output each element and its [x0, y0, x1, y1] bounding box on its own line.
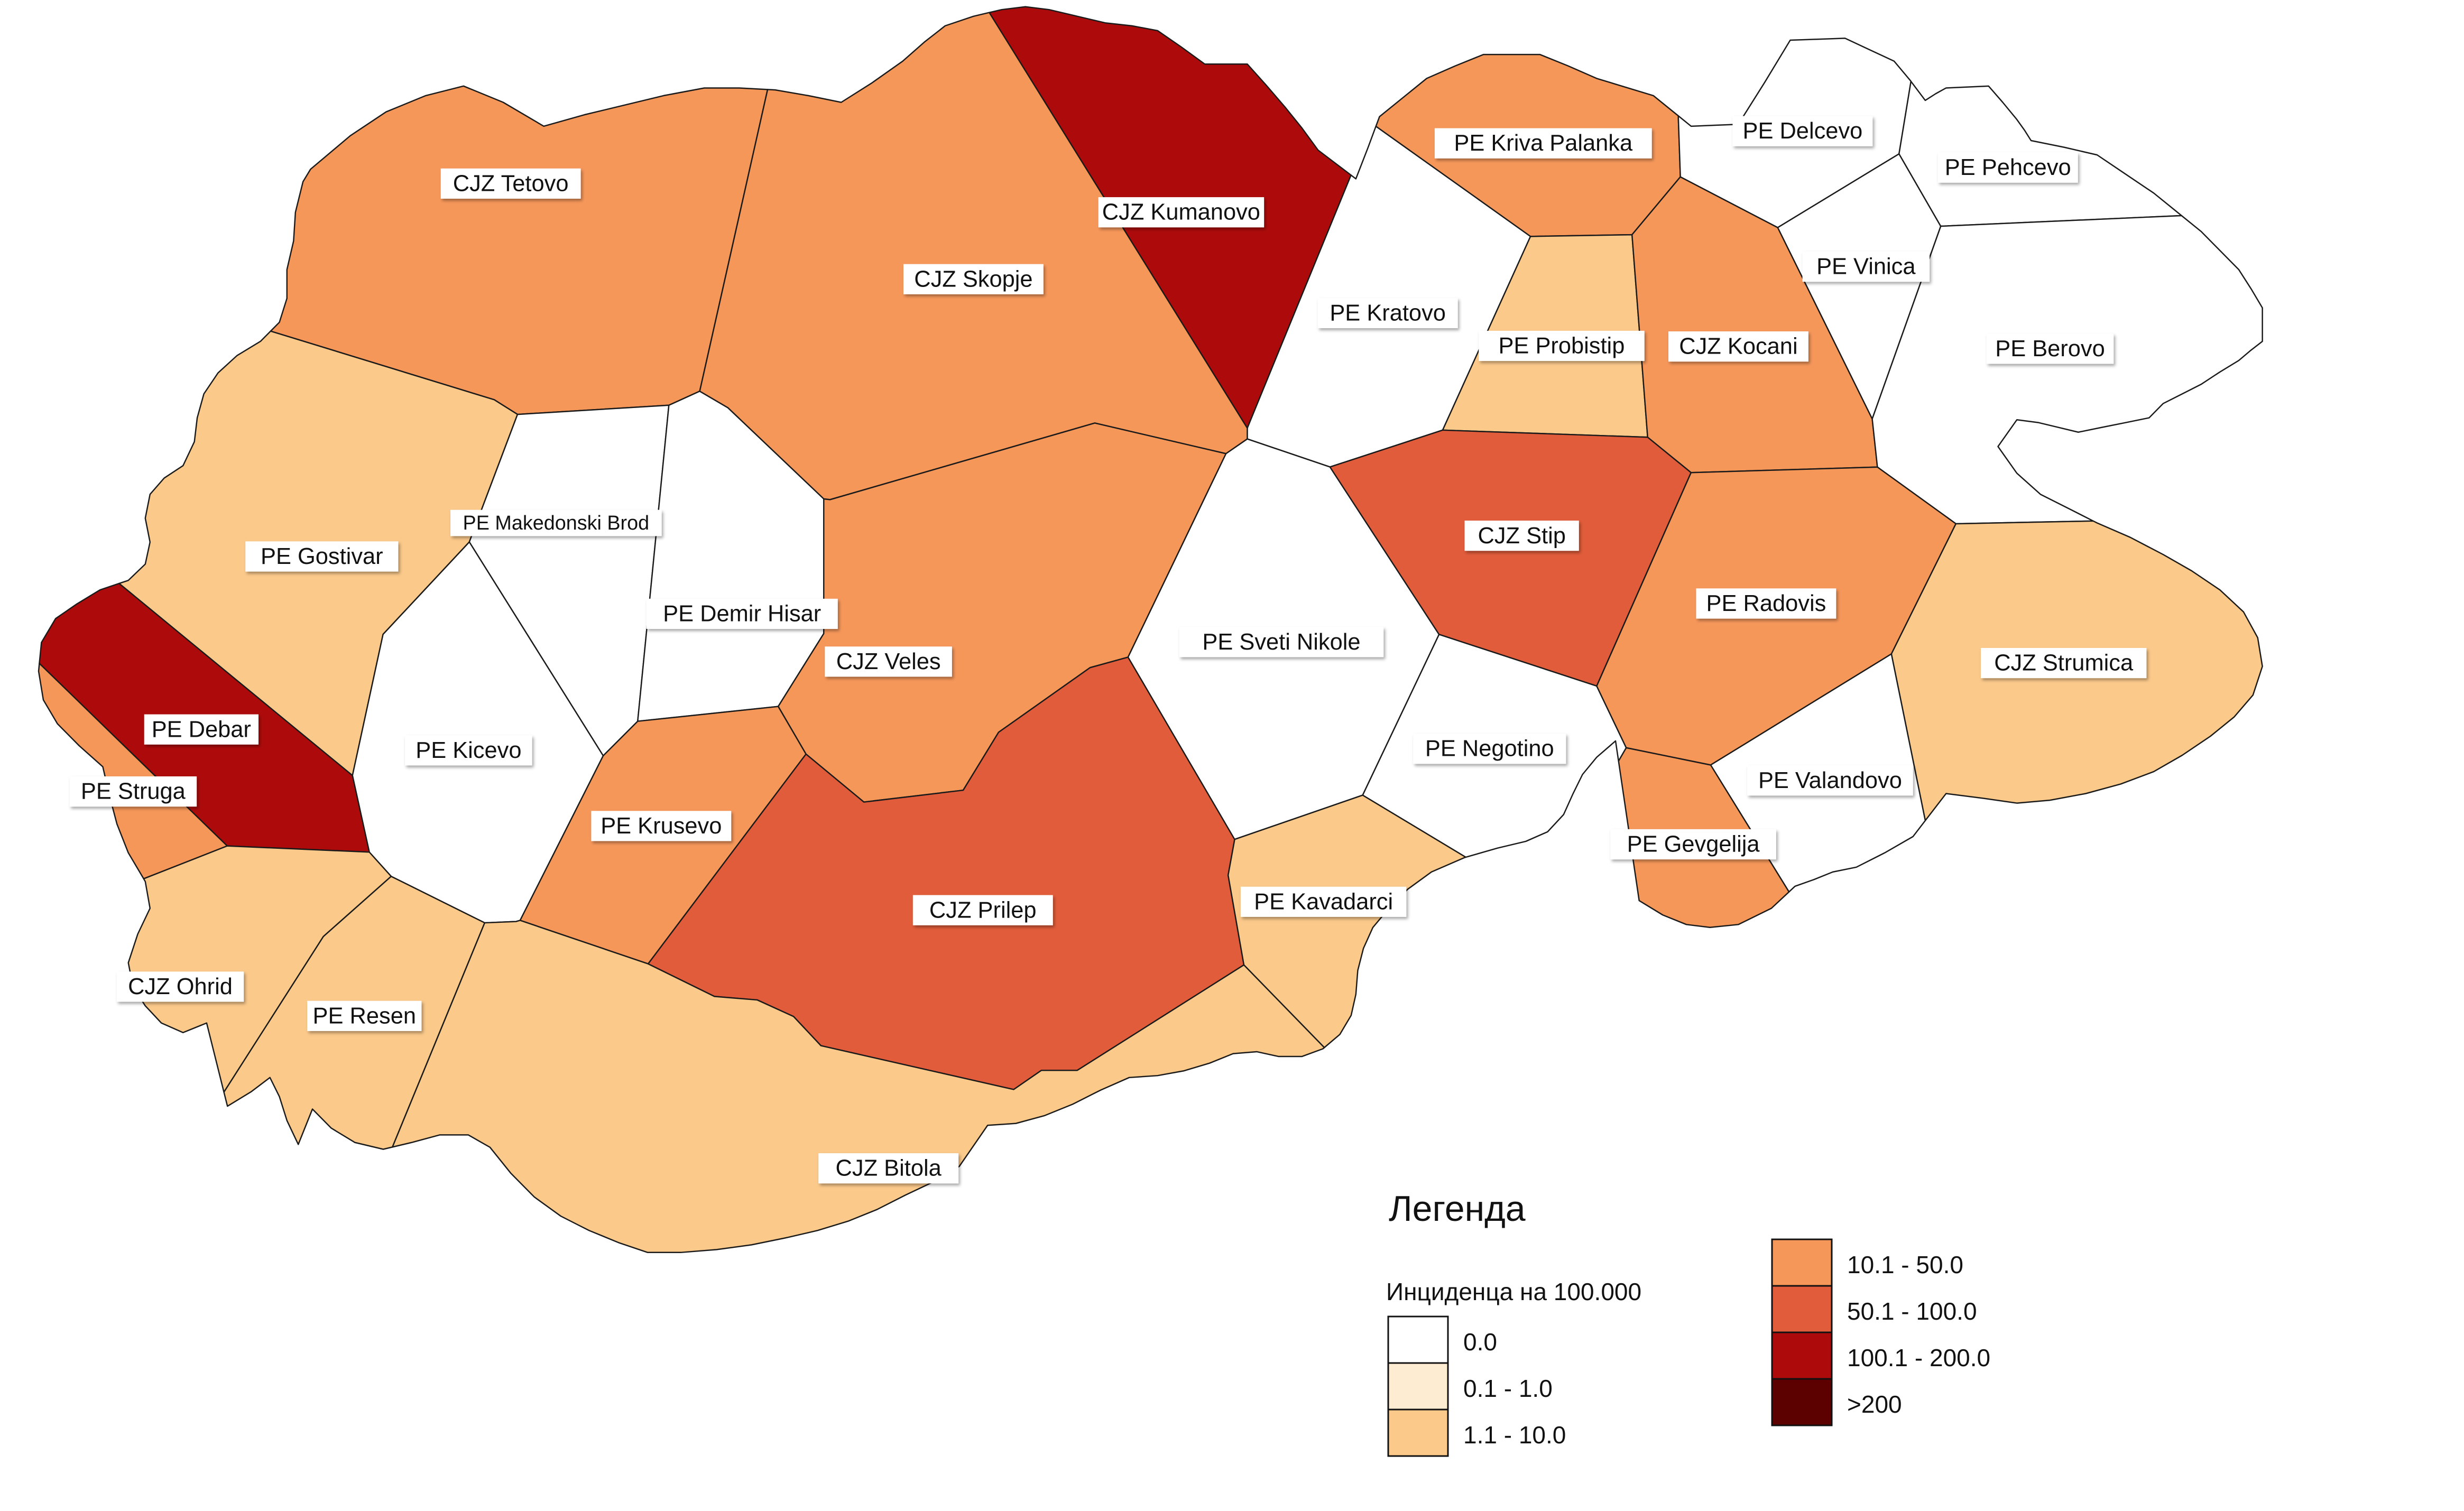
svg-text:PE Kriva Palanka: PE Kriva Palanka	[1454, 130, 1632, 156]
svg-text:PE Sveti Nikole: PE Sveti Nikole	[1202, 629, 1360, 655]
svg-text:50.1 - 100.0: 50.1 - 100.0	[1847, 1297, 1977, 1325]
svg-text:PE Krusevo: PE Krusevo	[601, 813, 722, 839]
svg-text:CJZ Strumica: CJZ Strumica	[1994, 650, 2134, 675]
svg-text:PE Gevgelija: PE Gevgelija	[1627, 831, 1760, 857]
svg-text:PE Delcevo: PE Delcevo	[1743, 118, 1863, 144]
svg-text:PE Valandovo: PE Valandovo	[1758, 767, 1902, 793]
svg-text:1.1 - 10.0: 1.1 - 10.0	[1463, 1421, 1566, 1449]
svg-text:CJZ Ohrid: CJZ Ohrid	[128, 974, 233, 999]
svg-text:0.0: 0.0	[1463, 1328, 1497, 1356]
svg-text:CJZ Veles: CJZ Veles	[836, 648, 941, 674]
svg-text:Легенда: Легенда	[1389, 1189, 1526, 1229]
svg-text:PE Probistip: PE Probistip	[1498, 332, 1625, 358]
svg-text:PE Kratovo: PE Kratovo	[1330, 300, 1446, 326]
svg-text:PE Pehcevo: PE Pehcevo	[1945, 154, 2071, 180]
svg-text:10.1 - 50.0: 10.1 - 50.0	[1847, 1251, 1963, 1278]
svg-text:PE Demir Hisar: PE Demir Hisar	[663, 600, 821, 626]
svg-text:PE Berovo: PE Berovo	[1995, 336, 2105, 361]
svg-text:PE Vinica: PE Vinica	[1816, 253, 1916, 279]
svg-text:>200: >200	[1847, 1391, 1902, 1418]
svg-text:CJZ Tetovo: CJZ Tetovo	[453, 170, 569, 196]
svg-text:PE Negotino: PE Negotino	[1425, 736, 1554, 762]
svg-text:PE Debar: PE Debar	[152, 716, 251, 742]
svg-text:CJZ Stip: CJZ Stip	[1478, 523, 1565, 549]
svg-text:CJZ Bitola: CJZ Bitola	[836, 1155, 942, 1181]
svg-text:PE Kicevo: PE Kicevo	[416, 737, 521, 763]
svg-text:CJZ Kocani: CJZ Kocani	[1679, 333, 1797, 359]
svg-text:PE Makedonski Brod: PE Makedonski Brod	[463, 512, 650, 534]
svg-text:CJZ Skopje: CJZ Skopje	[914, 266, 1032, 292]
svg-text:PE Radovis: PE Radovis	[1706, 590, 1826, 616]
svg-text:PE Struga: PE Struga	[81, 778, 186, 804]
svg-text:PE Resen: PE Resen	[313, 1003, 416, 1028]
svg-text:Инциденца на 100.000: Инциденца на 100.000	[1386, 1278, 1641, 1305]
svg-text:CJZ Prilep: CJZ Prilep	[929, 897, 1037, 923]
svg-text:PE Kavadarci: PE Kavadarci	[1254, 888, 1393, 914]
svg-text:CJZ Kumanovo: CJZ Kumanovo	[1102, 199, 1260, 225]
svg-text:100.1 - 200.0: 100.1 - 200.0	[1847, 1344, 1990, 1371]
svg-text:PE Gostivar: PE Gostivar	[261, 543, 383, 569]
svg-text:0.1 - 1.0: 0.1 - 1.0	[1463, 1375, 1553, 1402]
